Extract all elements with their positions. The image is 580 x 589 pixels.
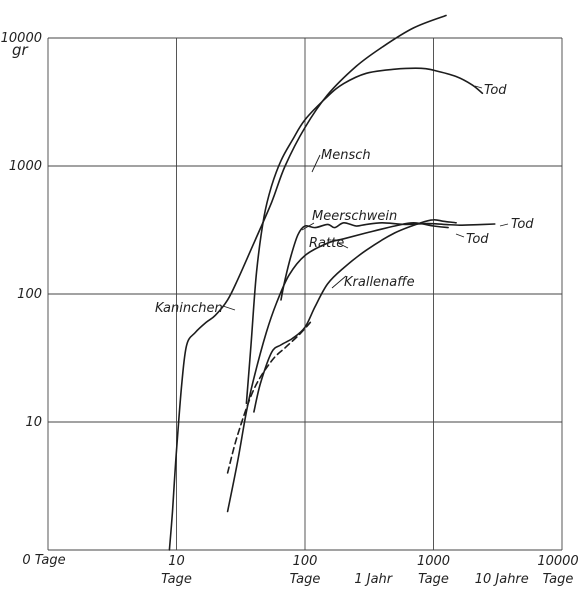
series-line-meerschwein — [280, 221, 496, 301]
x-tick-label-unit: Tage — [543, 572, 574, 587]
x-tick-label: 10000 — [537, 554, 578, 569]
x-tick-label: 0 Tage — [22, 553, 65, 568]
label-mensch: Mensch — [321, 148, 371, 163]
label-tod-meerschwein: Tod — [511, 217, 534, 232]
label-meerschwein: Meerschwein — [312, 209, 397, 224]
label-ratte: Ratte — [309, 236, 344, 251]
label-kaninchen: Kaninchen — [155, 301, 223, 316]
series-line-ratte — [226, 222, 449, 513]
x-tick-label-unit: Tage — [290, 572, 321, 587]
series-line-dashed-5 — [226, 321, 312, 474]
leader-ratte — [337, 242, 349, 249]
series-line-kaninchen — [168, 14, 447, 551]
x-tick-label: 100 — [293, 554, 318, 569]
y-unit-label: gr — [12, 41, 29, 59]
leader-krallenaffe — [331, 275, 347, 289]
leader-tod-mensch — [474, 85, 483, 89]
x-tick-label: 10 — [168, 554, 185, 569]
y-tick-label: 10 — [25, 415, 42, 430]
x-annotation-label: 1 Jahr — [354, 572, 393, 587]
grid-lines — [47, 37, 563, 551]
x-tick-label-unit: Tage — [161, 572, 192, 587]
y-tick-label: 100 — [17, 287, 42, 302]
y-tick-label: 1000 — [9, 159, 42, 174]
x-annotation-label: 10 Jahre — [475, 572, 529, 587]
label-tod-mensch: Tod — [484, 83, 507, 98]
leader-meerschwein — [301, 222, 315, 231]
leader-mensch — [311, 154, 321, 173]
series-line-mensch — [245, 67, 484, 405]
y-tick-label: 10000 — [1, 31, 42, 46]
series-line-krallenaffe — [253, 218, 457, 413]
curve-labels: Mensch Kaninchen Meerschwein Ratte Krall… — [155, 83, 534, 316]
x-tick-label: 1000 — [417, 554, 450, 569]
label-tod-krallenaffe: Tod — [466, 232, 489, 247]
leader-tod-krallenaffe — [455, 233, 465, 238]
x-tick-label-unit: Tage — [418, 572, 449, 587]
growth-curves — [168, 14, 496, 551]
axis-tick-labels: gr 10000 1000 100 10 0 Tage 10 Tage 100 Tage 1000… — [1, 31, 579, 587]
leader-kaninchen — [222, 305, 236, 311]
leader-tod-meerschwein — [499, 223, 509, 227]
label-krallenaffe: Krallenaffe — [344, 275, 415, 290]
